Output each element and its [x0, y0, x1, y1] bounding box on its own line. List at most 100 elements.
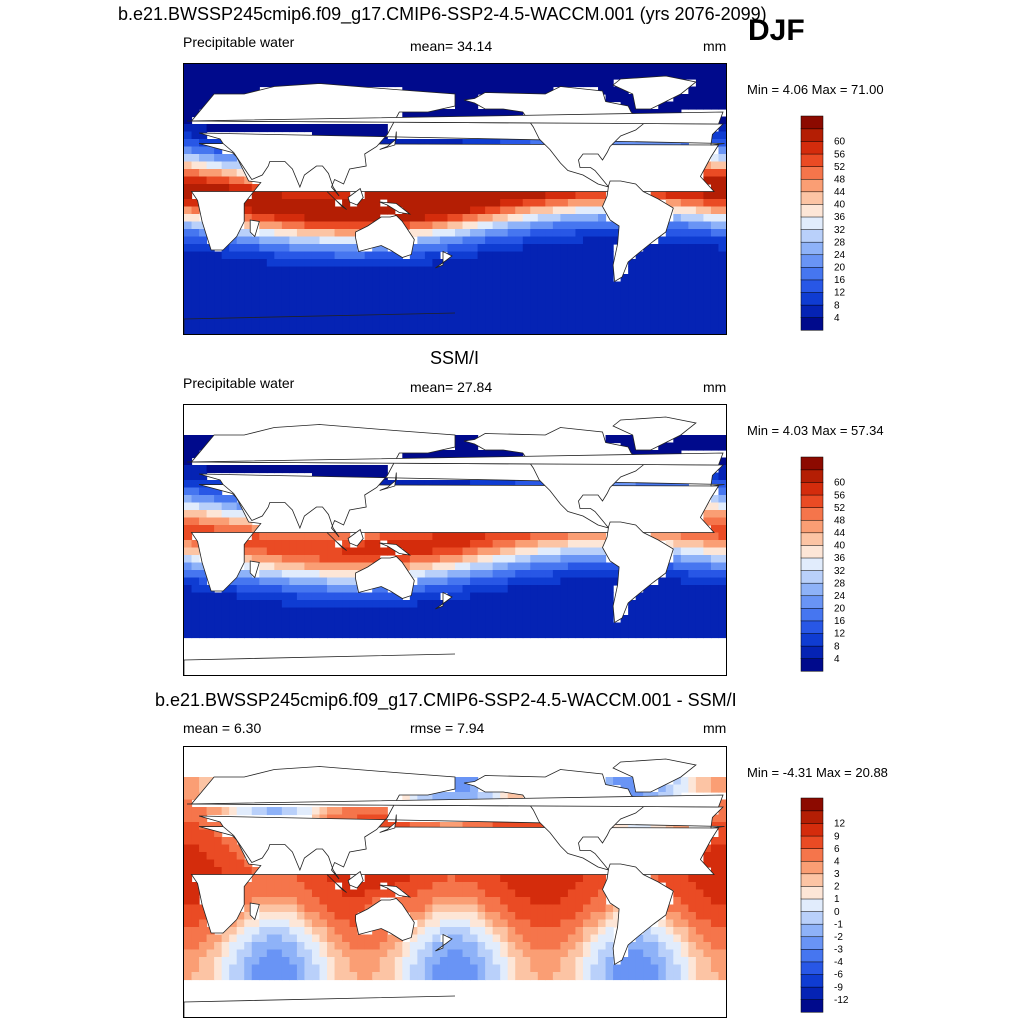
map-cell [665, 101, 674, 110]
map-cell [304, 807, 313, 816]
map-cell [673, 889, 682, 898]
map-cell [364, 289, 373, 298]
map-cell [703, 562, 712, 571]
map-cell [650, 585, 659, 594]
map-cell [590, 897, 599, 906]
map-cell [710, 889, 720, 898]
map-cell [266, 191, 275, 200]
map-cell [560, 889, 569, 898]
map-cell [424, 221, 434, 230]
map-cell [620, 964, 629, 973]
map-cell [191, 435, 200, 444]
map-cell [515, 792, 524, 801]
map-cell [462, 600, 471, 609]
map-cell [379, 480, 388, 489]
map-cell [342, 326, 351, 334]
map-cell [334, 229, 343, 238]
map-cell [590, 71, 599, 80]
map-cell [236, 964, 245, 973]
map-cell [439, 949, 449, 958]
map-cell [605, 949, 614, 958]
map-cell [244, 221, 253, 230]
colorbar-box [800, 620, 824, 634]
map-cell [372, 311, 381, 320]
map-cell [703, 169, 712, 178]
map-cell [598, 964, 607, 973]
map-cell [658, 289, 667, 298]
colorbar-box [800, 266, 824, 281]
map-cell [515, 585, 524, 594]
map-cell [191, 927, 200, 936]
map-cell [507, 244, 516, 253]
map-cell [229, 236, 238, 245]
map-cell [311, 570, 321, 579]
map-cell [552, 319, 561, 328]
map-cell [710, 555, 720, 564]
map-cell [492, 289, 501, 298]
map-cell [590, 630, 599, 639]
map-cell [507, 547, 516, 556]
map-cell [710, 311, 720, 320]
map-cell [432, 214, 441, 223]
map-cell [214, 622, 223, 631]
map-cell [462, 540, 471, 549]
map-cell [319, 547, 328, 556]
map-cell [552, 562, 561, 571]
map-cell [507, 281, 516, 290]
map-cell [349, 570, 358, 579]
map-cell [590, 615, 599, 624]
map-cell [394, 79, 403, 88]
map-cell [296, 214, 306, 223]
map-cell [485, 304, 494, 313]
map-cell [710, 502, 720, 511]
map-cell [357, 562, 366, 571]
continent-outline [347, 528, 364, 547]
map-cell [206, 949, 215, 958]
map-cell [327, 555, 336, 564]
map-cell [402, 480, 411, 489]
map-cell [635, 949, 644, 958]
map-cell [680, 562, 689, 571]
map-cell [643, 259, 652, 268]
map-cell [244, 807, 253, 816]
colorbar-box [800, 860, 824, 875]
map-cell [394, 199, 403, 208]
map-cell [379, 942, 388, 951]
map-cell [582, 251, 592, 260]
map-cell [515, 251, 524, 260]
map-cell [598, 607, 607, 616]
colorbar-tick-label: 52 [834, 503, 846, 514]
map-cell [304, 206, 313, 215]
map-cell [229, 927, 238, 936]
map-cell [515, 480, 524, 489]
map-cell [613, 964, 622, 973]
map-cell [184, 897, 193, 906]
map-cell [439, 919, 449, 928]
map-cell [199, 266, 208, 275]
map-cell [296, 289, 306, 298]
map-cell [492, 630, 501, 639]
map-cell [718, 319, 726, 328]
map-cell [462, 289, 471, 298]
map-cell [281, 927, 290, 936]
map-cell [357, 889, 366, 898]
map-cell [695, 585, 705, 594]
continent-outline [463, 769, 644, 871]
map-cell [274, 326, 283, 334]
map-cell [199, 94, 208, 103]
map-cell [620, 822, 629, 831]
map-cell [184, 109, 193, 118]
map-cell [650, 600, 659, 609]
map-cell [334, 570, 343, 579]
map-cell [492, 919, 501, 928]
map-cell [311, 79, 321, 88]
map-cell [680, 191, 689, 200]
map-cell [447, 296, 456, 305]
map-cell [417, 319, 426, 328]
colorbar-tick-label: 60 [834, 478, 846, 489]
map-cell [184, 837, 193, 846]
map-cell [605, 79, 614, 88]
colorbar-tick-label: -4 [834, 957, 843, 968]
map-cell [537, 912, 546, 921]
map-cell [492, 942, 501, 951]
